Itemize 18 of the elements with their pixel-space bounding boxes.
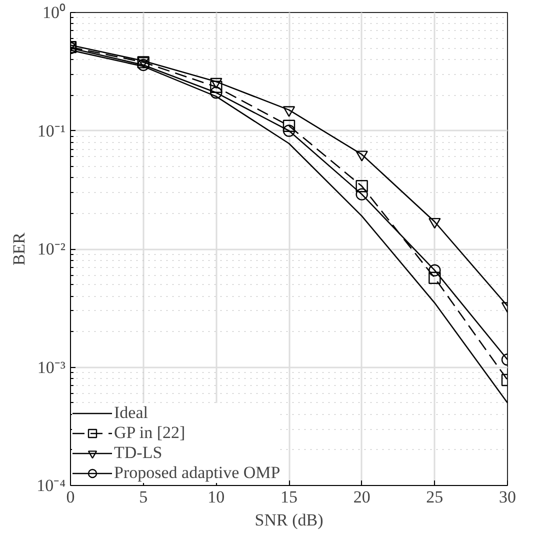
y-tick-label: 10⁻² — [37, 240, 66, 258]
x-tick-label: 15 — [280, 488, 298, 506]
x-tick-label: 30 — [499, 488, 516, 506]
legend-label: GP in [22] — [114, 423, 186, 443]
legend-label: Ideal — [114, 403, 148, 423]
y-tick-label: 10⁻³ — [37, 358, 66, 377]
legend-label: TD-LS — [114, 443, 162, 463]
x-tick-label: 10 — [208, 488, 225, 506]
x-tick-label: 25 — [426, 488, 444, 506]
y-tick-label: 10⁰ — [42, 3, 66, 22]
y-tick-label: 10⁻⁴ — [36, 476, 66, 495]
x-tick-label: 5 — [139, 488, 148, 506]
x-tick-label: 0 — [66, 488, 75, 506]
y-tick-label: 10⁻¹ — [37, 121, 66, 140]
legend-label: Proposed adaptive OMP — [114, 463, 280, 483]
y-axis-title: BER — [10, 232, 29, 266]
x-tick-label: 20 — [353, 488, 370, 506]
x-axis-title: SNR (dB) — [254, 510, 324, 530]
